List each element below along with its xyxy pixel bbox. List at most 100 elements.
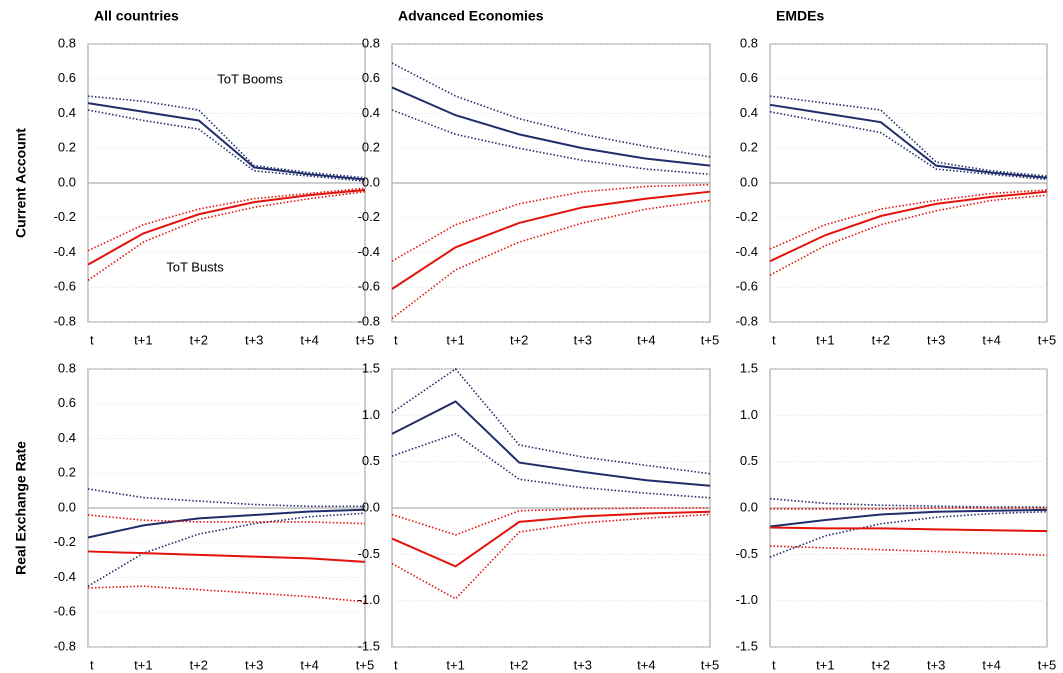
series-line (769, 508, 1048, 528)
y-tick-label: -0.6 (54, 604, 76, 619)
y-tick-label: -0.4 (358, 244, 380, 259)
x-tick-label: t+1 (816, 332, 834, 347)
y-tick-label: 0.0 (58, 499, 76, 514)
y-tick-label: 0.0 (740, 174, 758, 189)
x-tick-label: t+5 (356, 332, 374, 347)
x-tick-label: t+5 (701, 657, 719, 672)
x-tick-label: t+3 (245, 657, 263, 672)
y-tick-label: -0.8 (358, 313, 380, 328)
y-tick-label: 0.0 (740, 499, 758, 514)
x-tick-label: t+3 (574, 657, 592, 672)
x-tick-label: t+1 (134, 657, 152, 672)
annotation: ToT Busts (166, 259, 224, 274)
band-line (391, 513, 711, 600)
x-tick-label: t+1 (816, 657, 834, 672)
x-tick-label: t+3 (927, 657, 945, 672)
x-tick-label: t+3 (927, 332, 945, 347)
x-tick-label: t+4 (637, 332, 655, 347)
y-tick-label: -0.8 (54, 313, 76, 328)
y-tick-label: -0.2 (358, 209, 380, 224)
series-line (769, 190, 1048, 263)
band-line (769, 95, 1048, 177)
x-tick-label: t (394, 332, 398, 347)
band-line (391, 62, 711, 158)
band-line (87, 585, 366, 603)
series-line (87, 102, 366, 181)
band-line (87, 512, 366, 587)
band-line (391, 109, 711, 176)
y-tick-label: -0.4 (54, 244, 76, 259)
y-tick-label: 0.2 (740, 140, 758, 155)
x-tick-label: t (90, 657, 94, 672)
x-tick-label: t+1 (446, 657, 464, 672)
y-tick-label: 0.0 (58, 174, 76, 189)
x-tick-label: t+5 (701, 332, 719, 347)
y-tick-label: -0.2 (736, 209, 758, 224)
band-line (769, 110, 1048, 181)
band-line (769, 545, 1048, 557)
row-label: Current Account (13, 128, 29, 238)
band-line (87, 514, 366, 525)
y-tick-label: 0.4 (58, 430, 76, 445)
y-tick-label: 0.0 (362, 499, 380, 514)
band-line (769, 497, 1047, 508)
x-tick-label: t+2 (510, 332, 528, 347)
band-line (87, 95, 366, 179)
series-line (87, 188, 366, 266)
x-tick-label: t+4 (637, 657, 655, 672)
band-line (87, 109, 366, 183)
y-tick-label: 0.5 (362, 453, 380, 468)
x-tick-label: t+2 (872, 657, 890, 672)
y-tick-label: -1.5 (358, 638, 380, 653)
series-line (87, 508, 366, 539)
band-line (87, 190, 366, 281)
x-tick-label: t+1 (446, 332, 464, 347)
y-tick-label: -0.2 (54, 534, 76, 549)
y-tick-label: 0.4 (362, 105, 380, 120)
y-tick-label: 0.2 (58, 140, 76, 155)
band-line (769, 510, 1048, 558)
y-tick-label: -0.5 (358, 546, 380, 561)
x-tick-label: t+4 (982, 332, 1000, 347)
y-tick-label: -0.8 (736, 313, 758, 328)
x-tick-label: t+4 (300, 657, 318, 672)
y-tick-label: -1.0 (736, 592, 758, 607)
x-tick-label: t (90, 332, 94, 347)
x-tick-label: t+5 (1038, 657, 1056, 672)
series-line (391, 190, 711, 290)
series-line (391, 86, 711, 167)
band-line (769, 189, 1048, 250)
panel-title: All countries (94, 8, 179, 24)
y-tick-label: 0.2 (58, 465, 76, 480)
y-tick-label: 0.0 (362, 174, 380, 189)
y-tick-label: -0.2 (54, 209, 76, 224)
x-tick-label: t (772, 332, 776, 347)
y-tick-label: -0.6 (54, 279, 76, 294)
x-tick-label: t (394, 657, 398, 672)
y-tick-label: 0.6 (362, 70, 380, 85)
series-line (769, 103, 1048, 179)
series-line (391, 400, 711, 487)
band-line (87, 488, 365, 508)
y-tick-label: 1.5 (362, 360, 380, 375)
band-line (391, 507, 710, 536)
x-tick-label: t+2 (190, 332, 208, 347)
y-tick-label: 1.0 (740, 407, 758, 422)
y-tick-label: 0.4 (740, 105, 758, 120)
y-tick-label: 0.4 (58, 105, 76, 120)
band-line (770, 507, 1047, 510)
x-tick-label: t+5 (356, 657, 374, 672)
band-line (391, 199, 711, 320)
series-line (769, 526, 1048, 533)
y-tick-label: -0.6 (358, 279, 380, 294)
y-tick-label: 0.5 (740, 453, 758, 468)
y-tick-label: 0.6 (740, 70, 758, 85)
band-line (391, 183, 711, 262)
row-label: Real Exchange Rate (13, 441, 29, 575)
band-line (769, 194, 1048, 276)
y-tick-label: -0.6 (736, 279, 758, 294)
x-tick-label: t+2 (510, 657, 528, 672)
y-tick-label: 1.5 (740, 360, 758, 375)
series-line (87, 550, 366, 563)
